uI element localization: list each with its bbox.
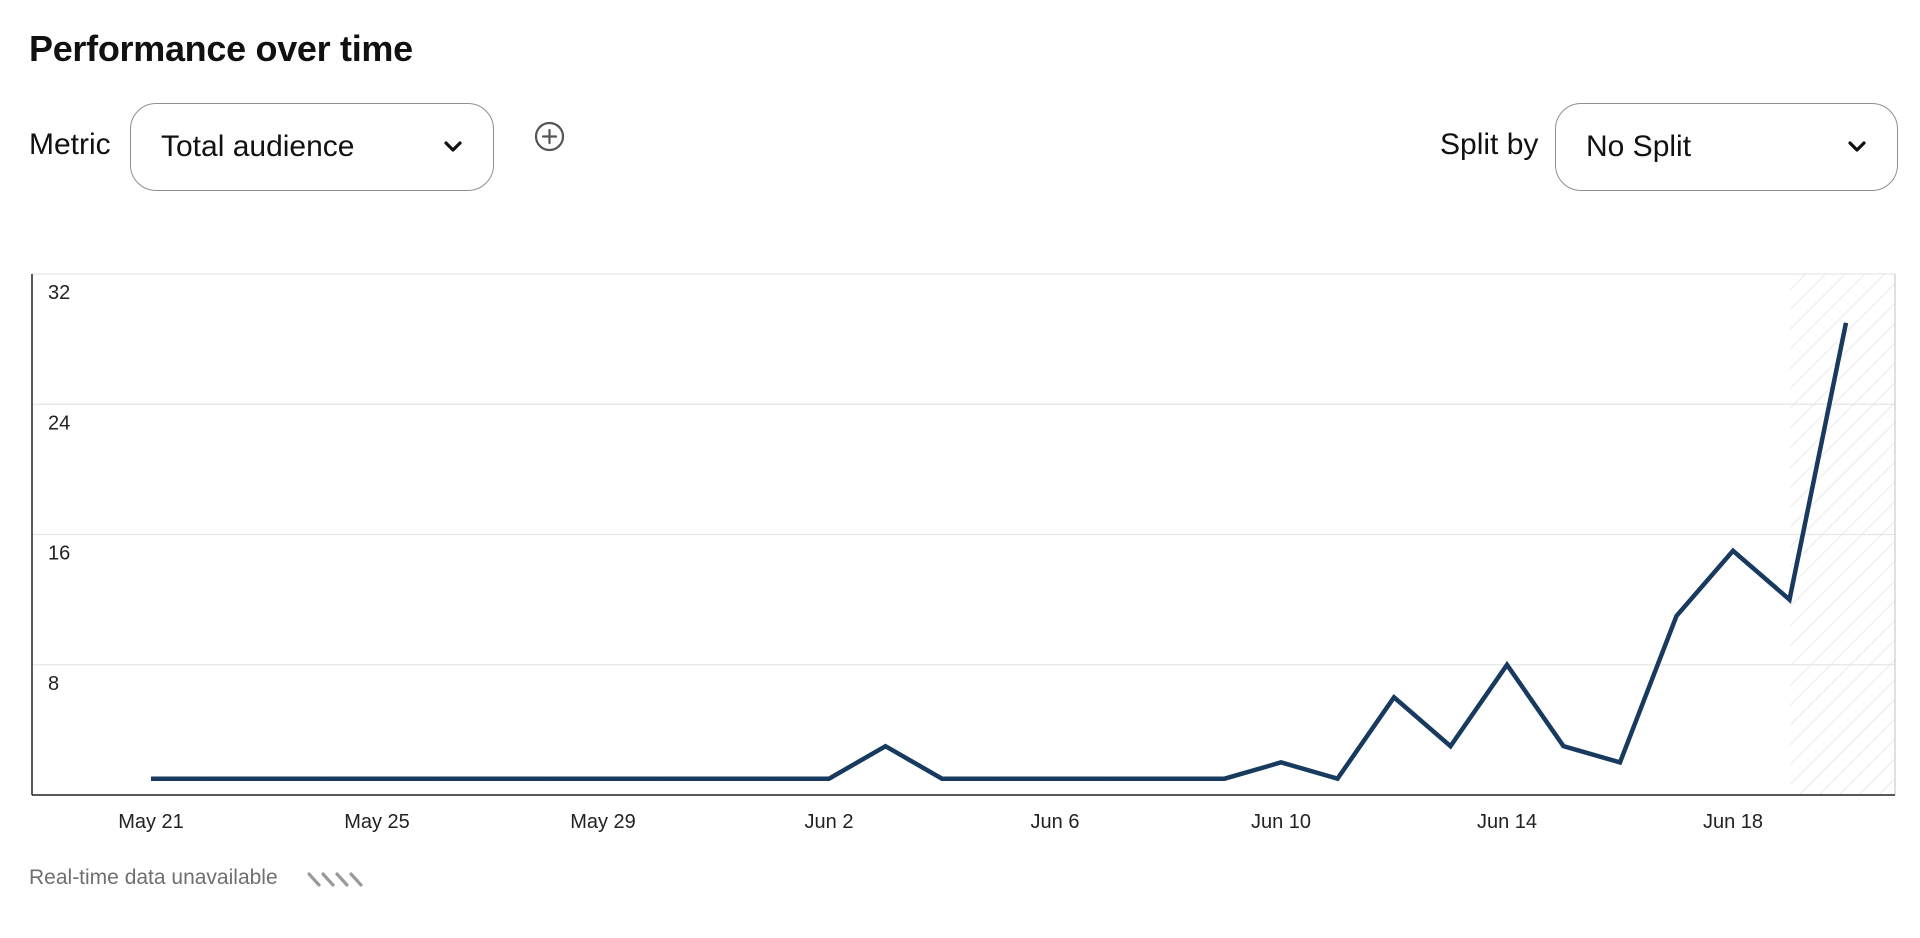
chevron-down-icon	[1845, 135, 1869, 159]
metric-label: Metric	[29, 128, 111, 161]
series-line	[151, 322, 1849, 782]
x-tick-label: Jun 2	[805, 811, 854, 833]
x-tick-label: Jun 6	[1031, 811, 1080, 833]
y-tick-label: 8	[48, 673, 59, 695]
x-tick-label: May 25	[344, 811, 410, 833]
hatched-stripes-icon	[307, 872, 363, 887]
plus-circle-icon[interactable]	[534, 121, 565, 152]
x-tick-label: Jun 14	[1477, 811, 1537, 833]
x-tick-label: May 29	[570, 811, 636, 833]
split-by-dropdown-value: No Split	[1586, 130, 1692, 163]
split-by-dropdown[interactable]: No Split	[1555, 103, 1898, 191]
line-chart: 8 16 24 32 May 21 May 25 May 29 Jun 2 Jun 6 Jun 1…	[31, 273, 1896, 833]
x-tick-label: Jun 18	[1703, 811, 1763, 833]
page-title: Performance over time	[29, 28, 413, 69]
x-tick-label: May 21	[118, 811, 184, 833]
metric-dropdown-value: Total audience	[161, 130, 355, 163]
y-tick-label: 16	[48, 543, 70, 565]
metric-dropdown[interactable]: Total audience	[130, 103, 494, 191]
y-tick-label: 24	[48, 412, 70, 434]
chevron-down-icon	[441, 135, 465, 159]
realtime-footnote: Real-time data unavailable	[29, 866, 278, 889]
x-tick-label: Jun 10	[1251, 811, 1311, 833]
y-tick-label: 32	[48, 282, 70, 304]
split-by-label: Split by	[1440, 128, 1539, 161]
